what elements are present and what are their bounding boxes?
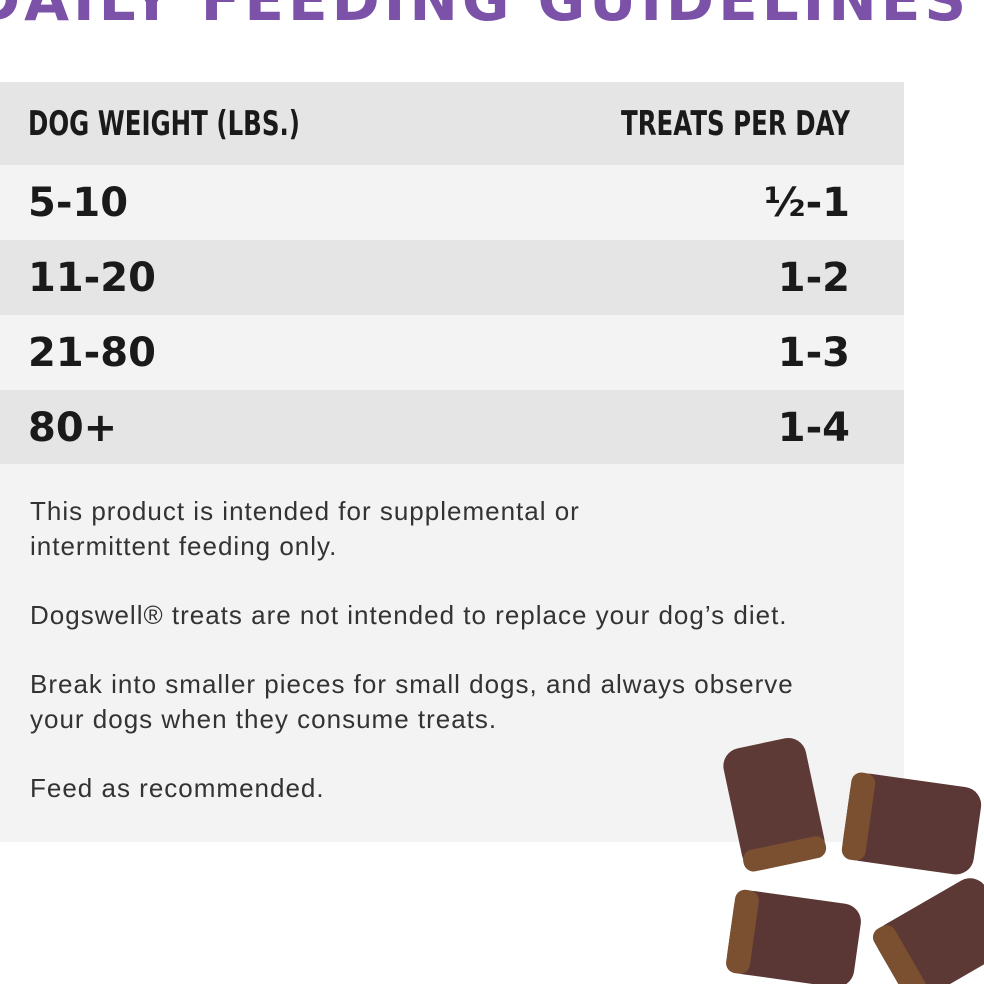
table-header: DOG WEIGHT (LBS.) TREATS PER DAY xyxy=(0,82,904,165)
title: DAILY FEEDING GUIDELINES xyxy=(0,0,971,34)
table-cell: 5-10 xyxy=(28,179,129,226)
table-row: 80+ 1-4 xyxy=(0,390,904,465)
feeding-table: DOG WEIGHT (LBS.) TREATS PER DAY 5-10 ½-1… xyxy=(0,82,904,465)
treats-image xyxy=(723,737,984,984)
table-cell: 1-2 xyxy=(777,254,850,301)
table-row: 5-10 ½-1 xyxy=(0,165,904,240)
note: Break into smaller pieces for small dogs… xyxy=(30,669,794,734)
table-cell: 21-80 xyxy=(28,329,156,376)
treat xyxy=(872,878,984,984)
table-cell: 11-20 xyxy=(28,254,156,301)
note: This product is intended for supplementa… xyxy=(30,496,580,561)
column-header: TREATS PER DAY xyxy=(621,103,850,144)
table-row: 11-20 1-2 xyxy=(0,240,904,315)
treat xyxy=(726,889,861,984)
table-cell: 1-3 xyxy=(777,329,850,376)
table-cell: ½-1 xyxy=(764,179,850,226)
treat xyxy=(841,772,982,875)
treat xyxy=(723,737,827,872)
table-row: 21-80 1-3 xyxy=(0,315,904,390)
table-cell: 80+ xyxy=(28,404,118,451)
table-cell: 1-4 xyxy=(777,404,850,451)
column-header: DOG WEIGHT (LBS.) xyxy=(28,103,300,144)
notes-panel: This product is intended for supplementa… xyxy=(0,464,904,842)
note: Dogswell® treats are not intended to rep… xyxy=(30,600,788,630)
note: Feed as recommended. xyxy=(30,773,325,803)
